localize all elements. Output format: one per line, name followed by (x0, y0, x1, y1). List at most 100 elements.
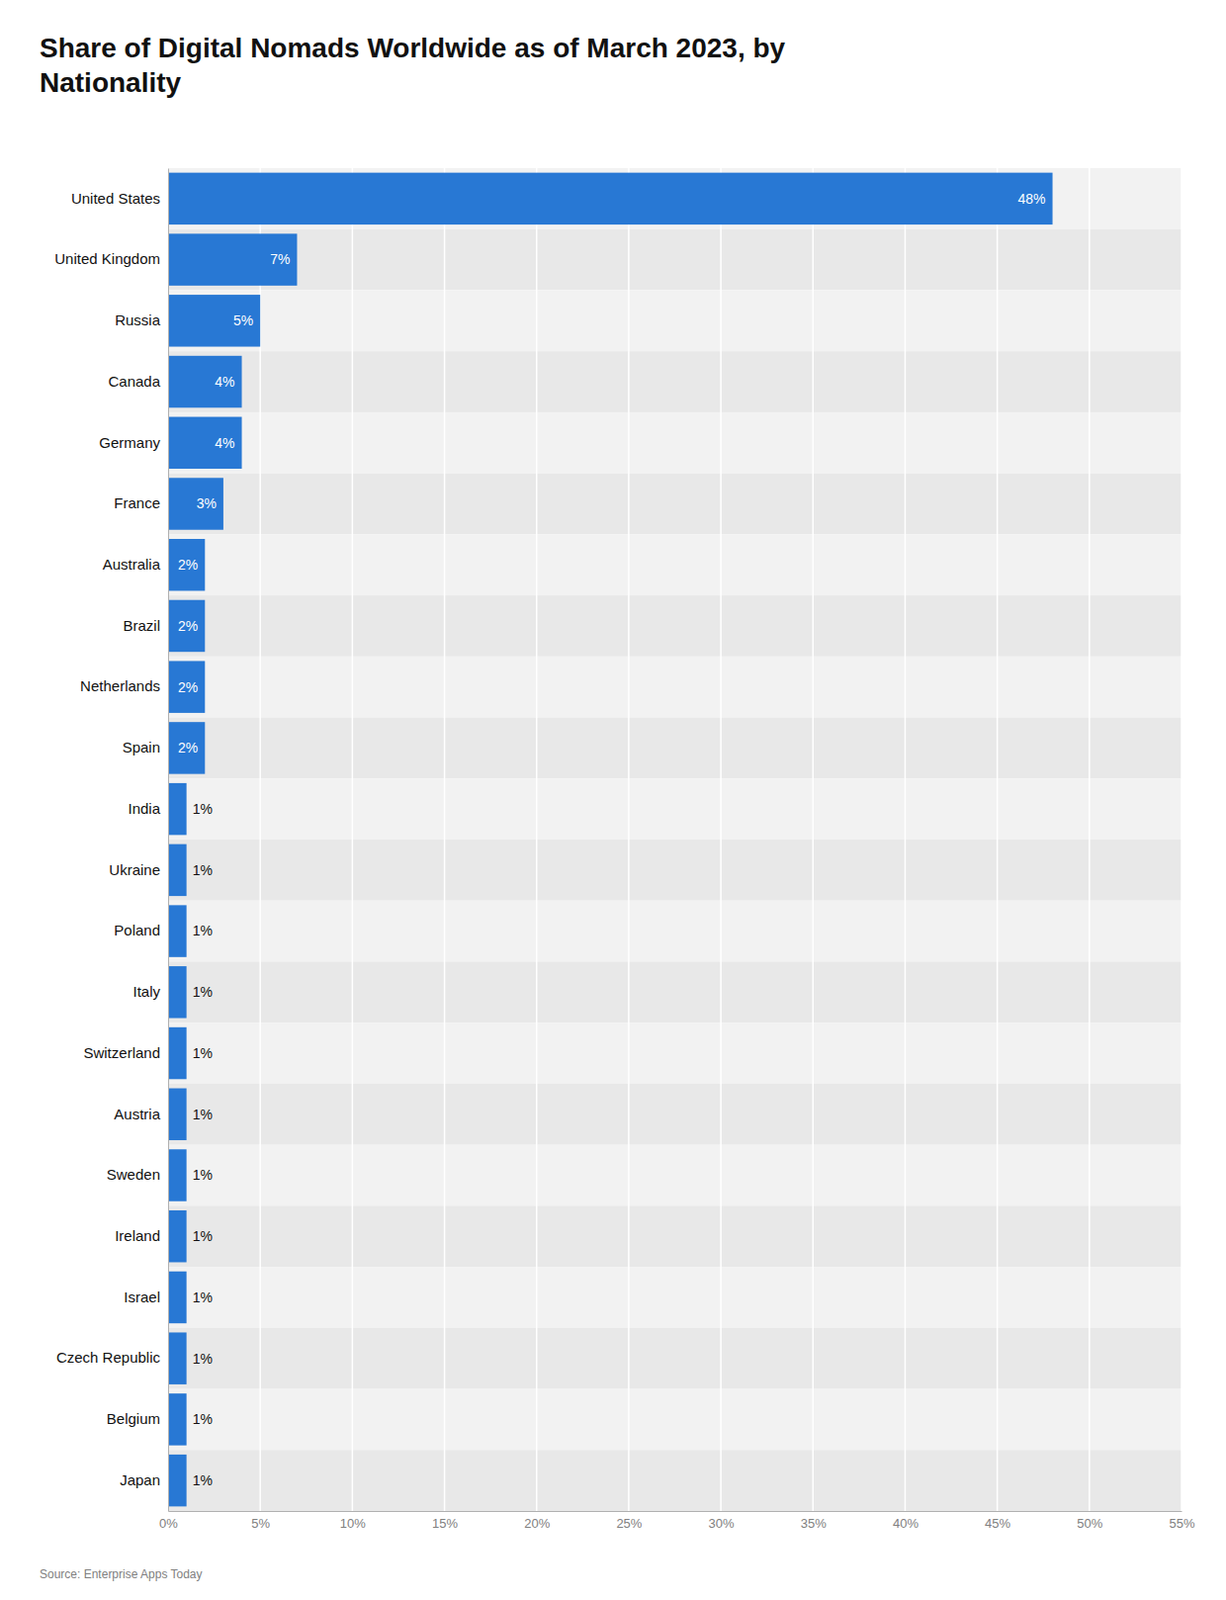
x-tick-label: 40% (892, 1515, 919, 1531)
y-tick-label: Netherlands (80, 677, 161, 695)
x-tick-label: 15% (432, 1515, 458, 1531)
bar (168, 660, 205, 712)
row-band (168, 1449, 1182, 1511)
data-label: 1% (192, 1410, 213, 1427)
x-tick-label: 30% (708, 1515, 735, 1531)
x-tick: 0% (159, 1510, 178, 1531)
y-tick: Germany (98, 434, 169, 451)
data-label: 4% (214, 435, 235, 451)
x-tick-label: 25% (615, 1515, 642, 1531)
bar (168, 904, 187, 957)
grid-line (1088, 168, 1091, 1511)
bar (168, 783, 187, 835)
y-tick: United Kingdom (54, 250, 169, 267)
data-label: 1% (192, 800, 213, 817)
y-tick: India (127, 799, 169, 817)
grid-line (904, 168, 907, 1511)
data-label: 1% (192, 1289, 213, 1306)
x-tick: 5% (251, 1510, 270, 1531)
grid-line (259, 168, 262, 1511)
y-tick: Israel (123, 1288, 169, 1306)
y-tick: United States (71, 189, 169, 207)
data-label: 5% (233, 312, 254, 329)
row-band (168, 1083, 1182, 1145)
x-axis-line (169, 1510, 1183, 1512)
bar (168, 538, 205, 591)
data-label: 48% (1018, 190, 1047, 207)
bar (168, 355, 243, 408)
row-band (168, 900, 1182, 963)
bar (168, 1331, 187, 1384)
row-band (168, 961, 1182, 1023)
source: Source: Enterprise Apps Today (39, 1567, 203, 1581)
row-band (168, 229, 1182, 291)
y-tick-label: Czech Republic (56, 1348, 162, 1366)
chart: Share of Digital Nomads Worldwide as of … (0, 0, 1226, 1600)
y-tick: Brazil (122, 616, 169, 634)
data-label: 1% (192, 1166, 213, 1183)
data-label: 2% (177, 739, 198, 756)
y-tick-label: Belgium (106, 1409, 161, 1427)
y-tick-label: Ukraine (108, 861, 161, 878)
x-tick: 15% (432, 1510, 458, 1531)
x-tick: 35% (800, 1510, 827, 1531)
x-tick: 55% (1168, 1510, 1195, 1531)
row-band (168, 656, 1182, 718)
y-tick-label: Japan (119, 1471, 161, 1489)
y-tick-label: Israel (123, 1288, 161, 1306)
data-label: 2% (177, 556, 198, 573)
grid-line (627, 168, 630, 1511)
y-tick-label: Italy (132, 982, 161, 1000)
bar (168, 1027, 187, 1079)
y-tick: Italy (132, 982, 169, 1000)
row-band (168, 412, 1182, 474)
grid-line (996, 168, 999, 1511)
bar (168, 844, 187, 896)
bar (168, 1148, 187, 1201)
y-tick-label: Austria (113, 1105, 161, 1123)
data-label: 2% (177, 679, 198, 696)
y-tick-label: Australia (102, 555, 162, 573)
y-tick-label: Spain (122, 738, 161, 756)
grid-line (719, 168, 722, 1511)
data-label: 1% (192, 983, 213, 1000)
x-tick: 30% (708, 1510, 735, 1531)
row-band (168, 1205, 1182, 1267)
y-axis-line (168, 169, 170, 1512)
bar (168, 1454, 187, 1506)
y-tick: Switzerland (83, 1044, 169, 1061)
bar (168, 1088, 187, 1140)
grid (168, 168, 1182, 1511)
row-band (168, 1144, 1182, 1207)
y-tick-label: Switzerland (83, 1044, 161, 1061)
y-tick: Poland (113, 921, 169, 939)
y-tick-label: France (113, 494, 161, 512)
bar (168, 1271, 187, 1323)
row-band (168, 473, 1182, 535)
y-tick: Austria (113, 1105, 169, 1123)
row-band (168, 595, 1182, 657)
row-band (168, 1389, 1182, 1451)
row-band (168, 1022, 1182, 1084)
row-band (168, 289, 1182, 351)
title-line: Share of Digital Nomads Worldwide as of … (39, 32, 787, 64)
row-bands (168, 168, 1182, 1511)
x-tick: 20% (524, 1510, 550, 1531)
x-tick-label: 5% (251, 1515, 270, 1531)
bar (168, 173, 1053, 225)
x-tick-label: 35% (800, 1515, 827, 1531)
data-label: 1% (192, 1350, 213, 1367)
plot: 48%7%5%4%4%3%2%2%2%2%1%1%1%1%1%1%1%1%1%1… (54, 168, 1196, 1531)
bar (168, 721, 205, 774)
grid-line (351, 168, 354, 1511)
y-tick: Canada (107, 372, 169, 390)
x-tick: 10% (340, 1510, 366, 1531)
y-tick-label: Sweden (106, 1165, 161, 1183)
y-tick-label: Russia (114, 311, 162, 329)
x-tick: 25% (615, 1510, 642, 1531)
y-tick: Czech Republic (56, 1348, 169, 1366)
bar (168, 1210, 187, 1262)
data-label: 1% (192, 1472, 213, 1489)
y-tick-label: Poland (113, 921, 161, 939)
data-label: 4% (214, 373, 235, 390)
